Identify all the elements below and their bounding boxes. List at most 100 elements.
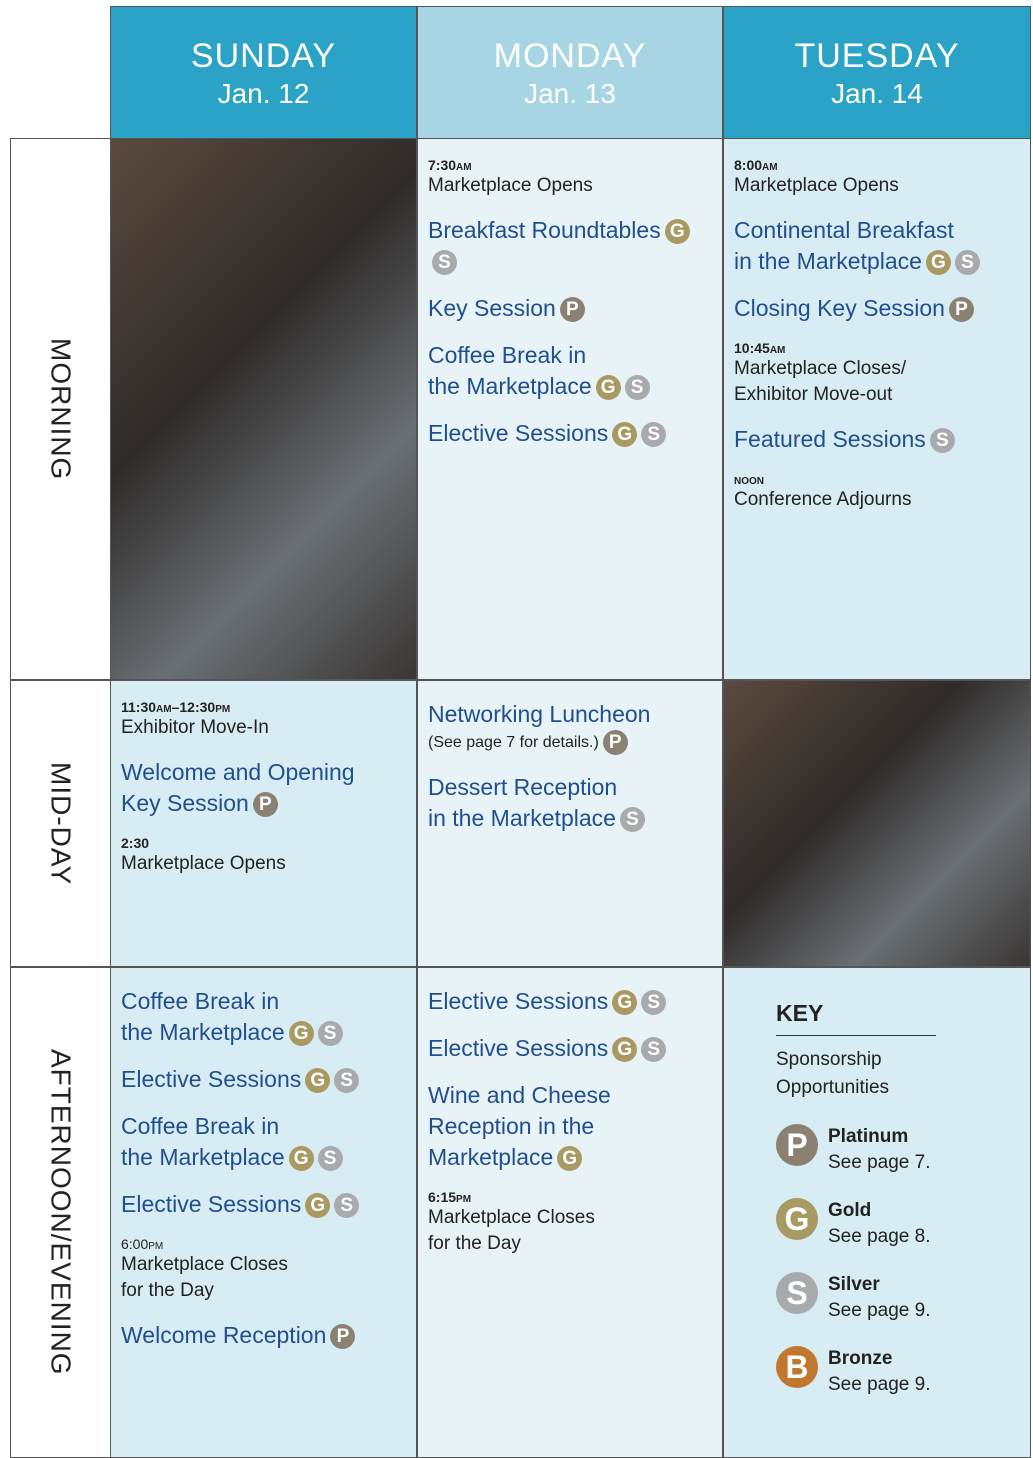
title-text: Coffee Break in bbox=[121, 988, 280, 1014]
item-title: Reception in the bbox=[428, 1111, 712, 1142]
sponsor-badge: P bbox=[602, 730, 628, 756]
schedule-cell: 8:00AM Marketplace Opens Continental Break… bbox=[723, 138, 1031, 680]
schedule-item: Coffee Break in the Marketplace G S bbox=[121, 1111, 406, 1173]
schedule-item: 2:30 Marketplace Opens bbox=[121, 835, 406, 877]
item-title: Closing Key Session P bbox=[734, 293, 1020, 324]
key-text: Bronze See page 9. bbox=[828, 1346, 930, 1398]
item-time: 6:15PM bbox=[428, 1189, 712, 1205]
title-text: Coffee Break in bbox=[121, 1113, 280, 1139]
schedule-cell: Networking Luncheon (See page 7 for detai… bbox=[417, 680, 723, 967]
item-time: 8:00AM bbox=[734, 157, 1020, 173]
schedule-item: Elective Sessions G S bbox=[121, 1064, 406, 1095]
key-level-note: See page 8. bbox=[828, 1226, 931, 1247]
item-text: for the Day bbox=[428, 1233, 521, 1254]
sponsor-badge: G bbox=[612, 1037, 638, 1063]
schedule-item: Coffee Break in the Marketplace G S bbox=[428, 340, 712, 402]
period-label: AFTERNOON/EVENING bbox=[10, 967, 111, 1458]
item-title: Continental Breakfast bbox=[734, 215, 1020, 246]
item-title: Key Session P bbox=[428, 293, 712, 324]
sponsor-badge: G bbox=[612, 422, 638, 448]
sponsor-badge: G bbox=[925, 250, 951, 276]
schedule-item: Elective Sessions G S bbox=[428, 986, 712, 1017]
item-text: for the Day bbox=[121, 1280, 214, 1301]
sponsor-badge: S bbox=[317, 1146, 343, 1172]
item-title: the Marketplace G S bbox=[121, 1142, 406, 1173]
day-name: SUNDAY bbox=[190, 37, 337, 75]
item-title: Marketplace G bbox=[428, 1142, 712, 1173]
sponsor-badge: G bbox=[557, 1146, 583, 1172]
time-part: 8:00 bbox=[734, 157, 763, 173]
schedule-item: Dessert Reception in the Marketplace S bbox=[428, 772, 712, 834]
item-title: Coffee Break in bbox=[428, 340, 712, 371]
key-level: P Platinum See page 7. bbox=[776, 1124, 978, 1176]
sponsor-badge: S bbox=[641, 422, 667, 448]
key-level-note: See page 9. bbox=[828, 1300, 931, 1321]
key-badge: P bbox=[776, 1124, 818, 1166]
schedule-item: 11:30AM–12:30PM Exhibitor Move-In bbox=[121, 699, 406, 741]
schedule-item: Elective Sessions G S bbox=[428, 418, 712, 449]
schedule-item: Networking Luncheon (See page 7 for detai… bbox=[428, 699, 712, 756]
day-header: SUNDAY Jan. 12 bbox=[110, 6, 417, 139]
sponsor-badge: S bbox=[641, 990, 667, 1016]
schedule-cell: Coffee Break in the Marketplace G S Elective… bbox=[110, 967, 417, 1458]
title-text: Marketplace bbox=[428, 1144, 554, 1170]
sponsor-badge: P bbox=[330, 1324, 356, 1350]
item-title: Wine and Cheese bbox=[428, 1080, 712, 1111]
key-level: G Gold See page 8. bbox=[776, 1198, 978, 1250]
item-title: Elective Sessions G S bbox=[428, 986, 712, 1017]
sponsor-badge: P bbox=[252, 792, 278, 818]
day-name: MONDAY bbox=[493, 37, 647, 75]
item-title: in the Marketplace S bbox=[428, 803, 712, 834]
day-date: Jan. 12 bbox=[217, 78, 310, 109]
schedule-item: Key Session P bbox=[428, 293, 712, 324]
item-time: NOON bbox=[734, 471, 1020, 487]
sponsor-badge: S bbox=[929, 428, 955, 454]
sponsor-badge: G bbox=[612, 990, 638, 1016]
key-badge: B bbox=[776, 1346, 818, 1388]
title-text: Dessert Reception bbox=[428, 774, 618, 800]
period-text: MID-DAY bbox=[45, 761, 77, 886]
item-text: Conference Adjourns bbox=[734, 489, 912, 510]
schedule-item: Welcome and Opening Key Session P bbox=[121, 757, 406, 819]
item-title: Dessert Reception bbox=[428, 772, 712, 803]
title-text: the Marketplace bbox=[121, 1144, 285, 1170]
key-text: Silver See page 9. bbox=[828, 1272, 930, 1324]
key-level-note: See page 7. bbox=[828, 1152, 931, 1173]
schedule-item: 8:00AM Marketplace Opens bbox=[734, 157, 1020, 199]
time-part: AM bbox=[769, 345, 786, 356]
schedule-item: Breakfast Roundtables G S bbox=[428, 215, 712, 277]
schedule-item: Coffee Break in the Marketplace G S bbox=[121, 986, 406, 1048]
key-level-name: Silver bbox=[828, 1274, 880, 1295]
time-part: 6:15 bbox=[428, 1189, 457, 1205]
sponsor-badge: S bbox=[317, 1021, 343, 1047]
key-badge: G bbox=[776, 1198, 818, 1240]
time-part: AM bbox=[156, 704, 172, 715]
item-title: Elective Sessions G S bbox=[428, 418, 712, 449]
item-text: Marketplace Closes bbox=[121, 1254, 288, 1275]
day-header: TUESDAY Jan. 14 bbox=[723, 6, 1031, 139]
time-part: PM bbox=[456, 1194, 472, 1205]
title-text: the Marketplace bbox=[121, 1019, 285, 1045]
day-name: TUESDAY bbox=[794, 37, 960, 75]
photo bbox=[110, 138, 417, 680]
item-text: Exhibitor Move-out bbox=[734, 384, 893, 405]
title-text: Wine and Cheese bbox=[428, 1082, 611, 1108]
item-title: Breakfast Roundtables G S bbox=[428, 215, 712, 277]
item-time: 7:30AM bbox=[428, 157, 712, 173]
sponsor-badge: S bbox=[624, 375, 650, 401]
period-text: AFTERNOON/EVENING bbox=[45, 1049, 77, 1376]
title-text: Reception in the bbox=[428, 1113, 595, 1139]
day-date: Jan. 14 bbox=[831, 78, 923, 109]
key-level-name: Bronze bbox=[828, 1348, 893, 1369]
schedule-cell: 7:30AM Marketplace Opens Breakfast Roundta… bbox=[417, 138, 723, 680]
item-time: 10:45AM bbox=[734, 340, 1020, 356]
item-title: Key Session P bbox=[121, 788, 406, 819]
time-part: AM bbox=[456, 162, 472, 173]
title-text: Elective Sessions bbox=[428, 420, 609, 446]
title-text: Closing Key Session bbox=[734, 295, 945, 321]
schedule-item: Wine and Cheese Reception in the Marketpla… bbox=[428, 1080, 712, 1173]
sponsor-badge: G bbox=[288, 1146, 314, 1172]
item-title: Featured Sessions S bbox=[734, 424, 1020, 455]
period-text: MORNING bbox=[45, 337, 77, 481]
